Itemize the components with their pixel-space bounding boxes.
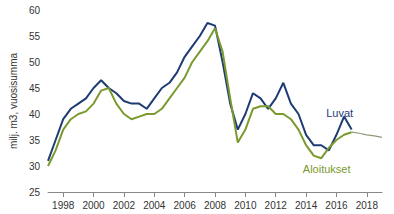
svg-text:50: 50 bbox=[29, 57, 41, 68]
svg-text:Luvat: Luvat bbox=[326, 107, 353, 119]
svg-text:40: 40 bbox=[29, 109, 41, 120]
svg-text:2010: 2010 bbox=[234, 200, 257, 211]
svg-text:Aloitukset: Aloitukset bbox=[303, 163, 351, 175]
svg-text:2002: 2002 bbox=[113, 200, 136, 211]
svg-text:2006: 2006 bbox=[174, 200, 197, 211]
svg-text:2014: 2014 bbox=[295, 200, 318, 211]
svg-text:35: 35 bbox=[29, 135, 41, 146]
svg-text:2012: 2012 bbox=[265, 200, 288, 211]
svg-text:1998: 1998 bbox=[52, 200, 75, 211]
svg-text:2000: 2000 bbox=[82, 200, 105, 211]
svg-text:2004: 2004 bbox=[143, 200, 166, 211]
svg-text:60: 60 bbox=[29, 5, 41, 16]
svg-text:30: 30 bbox=[29, 161, 41, 172]
svg-text:55: 55 bbox=[29, 31, 41, 42]
svg-text:2016: 2016 bbox=[325, 200, 348, 211]
svg-text:2018: 2018 bbox=[356, 200, 379, 211]
svg-text:milj. m3, vuosisumma: milj. m3, vuosisumma bbox=[8, 53, 19, 150]
svg-text:25: 25 bbox=[29, 187, 41, 198]
svg-text:2008: 2008 bbox=[204, 200, 227, 211]
svg-text:45: 45 bbox=[29, 83, 41, 94]
